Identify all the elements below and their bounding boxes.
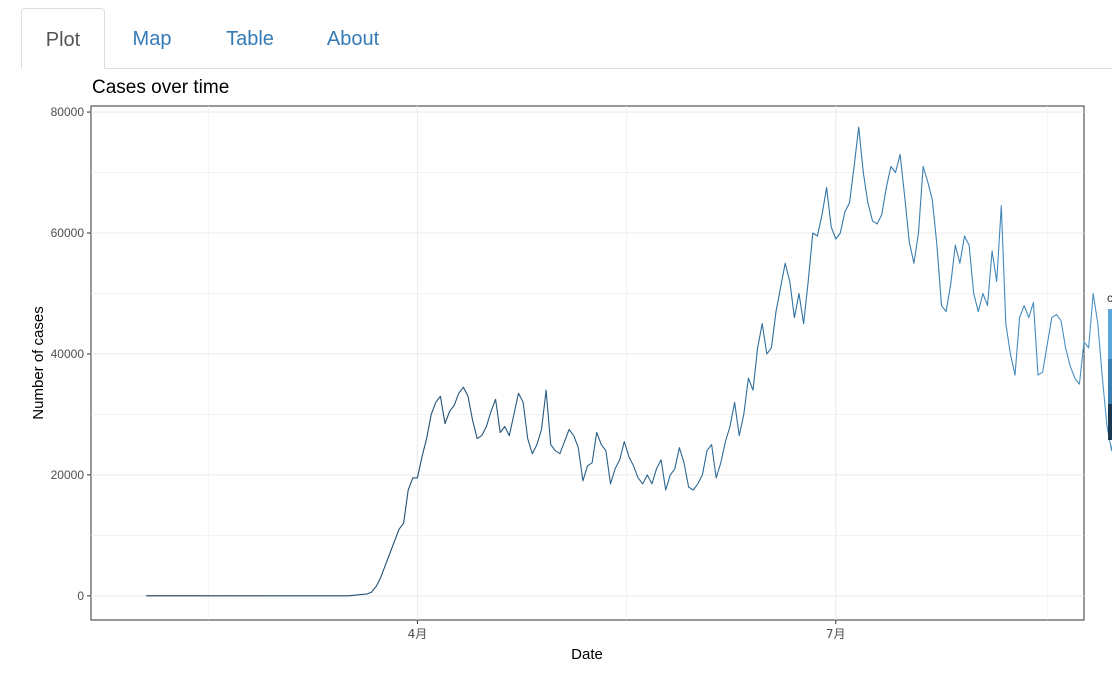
legend-swatch-light (1108, 309, 1112, 359)
y-tick-label: 60000 (51, 226, 85, 240)
x-tick-label: 7月 (826, 627, 846, 641)
tab-about[interactable]: About (326, 28, 380, 50)
x-tick-label: 4月 (408, 627, 428, 641)
tab-bar-divider (21, 68, 1112, 69)
tab-plot[interactable]: Plot (21, 8, 105, 69)
chart-title: Cases over time (92, 77, 230, 98)
x-axis-title: Date (571, 646, 603, 663)
tab-bar: Plot Map Table About (0, 0, 1112, 70)
y-axis-title: Number of cases (30, 306, 47, 419)
series-group (146, 126, 1112, 597)
legend-partial: c (1107, 291, 1112, 440)
plot-panel (90, 105, 1085, 621)
legend-swatch-dark (1108, 404, 1112, 440)
legend-title: c (1107, 291, 1112, 305)
tab-map[interactable]: Map (132, 28, 172, 50)
legend-swatch-mid (1108, 359, 1112, 404)
tab-table[interactable]: Table (226, 28, 274, 50)
series-line-cases (146, 126, 1112, 597)
y-tick-label: 80000 (51, 105, 85, 119)
y-tick-label: 20000 (51, 468, 85, 482)
y-tick-label: 40000 (51, 347, 85, 361)
axes: 0200004000060000800004月7月10月 (51, 105, 846, 641)
y-tick-label: 0 (77, 589, 84, 603)
